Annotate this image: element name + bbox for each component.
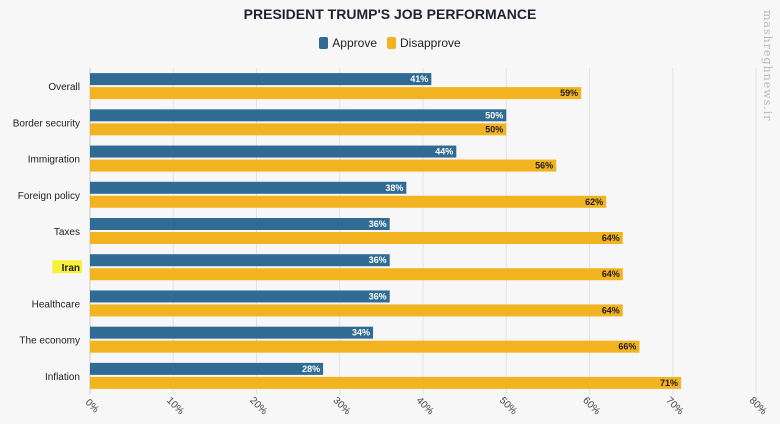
disapprove-bar (90, 304, 623, 317)
x-tick-label: 10% (164, 395, 186, 417)
category-label: Iran (62, 263, 80, 274)
x-tick-label: 60% (580, 395, 602, 417)
disapprove-value-label: 71% (660, 378, 678, 388)
approve-value-label: 41% (410, 74, 428, 84)
disapprove-bar (90, 232, 623, 244)
category-label: Border security (13, 118, 80, 129)
x-tick-label: 70% (664, 395, 686, 417)
disapprove-bar (90, 376, 682, 389)
legend: Approve Disapprove (0, 36, 780, 50)
disapprove-bar (90, 268, 623, 281)
approve-value-label: 50% (485, 110, 503, 120)
disapprove-value-label: 59% (560, 88, 578, 98)
approve-bar (90, 218, 390, 230)
disapprove-value-label: 64% (602, 269, 620, 279)
x-tick-label: 20% (247, 395, 269, 417)
approve-value-label: 44% (435, 147, 453, 157)
disapprove-bar (90, 195, 607, 208)
category-label: Healthcare (32, 299, 81, 310)
category-label: Inflation (45, 372, 80, 383)
approve-bar (90, 254, 390, 267)
category-label: Taxes (54, 227, 80, 238)
approve-value-label: 36% (369, 255, 387, 265)
x-tick-label: 50% (497, 395, 519, 417)
x-tick-label: 0% (83, 397, 101, 415)
approve-bar (90, 109, 507, 122)
disapprove-value-label: 62% (585, 197, 603, 207)
approve-bar (90, 326, 374, 339)
approve-value-label: 38% (385, 183, 403, 193)
approve-value-label: 36% (369, 219, 387, 229)
disapprove-value-label: 56% (535, 161, 553, 171)
disapprove-value-label: 50% (485, 124, 503, 134)
disapprove-value-label: 66% (618, 342, 636, 352)
legend-swatch-approve (319, 37, 329, 49)
category-highlight (52, 260, 82, 274)
x-tick-label: 40% (414, 395, 436, 417)
approve-value-label: 34% (352, 328, 370, 338)
approve-bar (90, 145, 457, 158)
approve-value-label: 36% (369, 291, 387, 301)
legend-item-approve[interactable]: Approve (319, 36, 377, 50)
approve-bar (90, 290, 390, 303)
disapprove-value-label: 64% (602, 305, 620, 315)
legend-label-approve: Approve (332, 36, 377, 50)
category-label: Immigration (28, 155, 80, 166)
x-tick-label: 80% (747, 395, 769, 417)
x-tick-label: 30% (331, 395, 353, 417)
disapprove-value-label: 64% (602, 233, 620, 243)
approve-bar (90, 181, 407, 194)
disapprove-bar (90, 340, 640, 353)
disapprove-bar (90, 159, 557, 172)
category-label: The economy (19, 336, 80, 347)
watermark-text: mashreghnews.ir (761, 10, 774, 122)
category-label: Foreign policy (18, 191, 80, 202)
disapprove-bar (90, 87, 582, 100)
approve-value-label: 28% (302, 364, 320, 374)
legend-label-disapprove: Disapprove (400, 36, 461, 50)
approve-bar (90, 73, 432, 86)
category-label: Overall (48, 82, 80, 93)
legend-item-disapprove[interactable]: Disapprove (387, 36, 461, 50)
chart-title: PRESIDENT TRUMP'S JOB PERFORMANCE (243, 6, 537, 22)
disapprove-bar (90, 123, 507, 136)
approve-bar (90, 362, 324, 375)
legend-swatch-disapprove (387, 37, 396, 49)
